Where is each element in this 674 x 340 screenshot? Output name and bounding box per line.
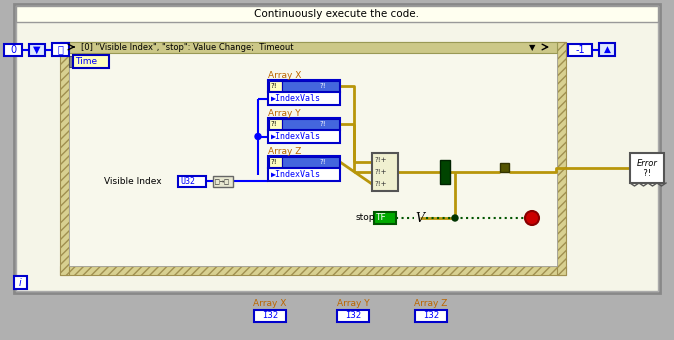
Text: ▶IndexVals: ▶IndexVals (271, 132, 321, 141)
Circle shape (255, 134, 261, 139)
Bar (374, 212, 396, 224)
Text: ?!+: ?!+ (374, 181, 386, 187)
Text: Array Z: Array Z (415, 300, 448, 308)
Text: i: i (19, 277, 22, 288)
Bar (337, 310, 369, 322)
Text: Error: Error (636, 158, 657, 168)
Circle shape (452, 215, 458, 221)
Bar (630, 153, 664, 183)
Text: U32: U32 (180, 177, 195, 186)
Bar (268, 156, 340, 168)
Text: ?!: ?! (270, 83, 276, 89)
Bar (73, 55, 109, 68)
Text: ?!+: ?!+ (374, 157, 386, 163)
Bar (282, 119, 339, 129)
Text: ?!: ?! (270, 121, 276, 127)
Bar (557, 42, 566, 275)
Bar (440, 160, 450, 184)
Bar (16, 6, 658, 291)
Text: ?!: ?! (642, 169, 652, 177)
Text: ?!+: ?!+ (374, 169, 386, 175)
Bar (268, 80, 340, 92)
Bar (60, 42, 69, 275)
Bar (16, 6, 658, 22)
Bar (268, 118, 340, 130)
Bar (282, 81, 339, 91)
Text: ?!: ?! (270, 159, 276, 165)
Bar (29, 44, 45, 56)
Text: Array X: Array X (253, 300, 286, 308)
Bar (52, 43, 69, 56)
Bar (268, 92, 340, 105)
Text: Array Y: Array Y (337, 300, 369, 308)
Text: 0: 0 (10, 45, 16, 55)
Bar (269, 119, 282, 129)
Text: stop: stop (356, 212, 375, 221)
Text: ▲: ▲ (603, 45, 611, 54)
Bar (269, 157, 282, 167)
Text: ▶IndexVals: ▶IndexVals (271, 170, 321, 179)
Text: ?!: ?! (319, 121, 326, 127)
Bar (69, 51, 557, 266)
Bar (254, 310, 286, 322)
Text: ⌛: ⌛ (57, 45, 63, 54)
Text: I32: I32 (262, 311, 278, 321)
Text: I32: I32 (345, 311, 361, 321)
Bar (269, 81, 282, 91)
Bar (178, 176, 206, 187)
Text: ▼: ▼ (33, 45, 40, 55)
Text: Array X: Array X (268, 71, 301, 81)
Text: -1: -1 (575, 45, 585, 55)
Text: ▼: ▼ (529, 43, 536, 52)
Bar (213, 176, 233, 187)
Text: Array Y: Array Y (268, 109, 301, 119)
Bar (60, 42, 566, 51)
Bar (4, 44, 22, 56)
Bar (14, 4, 660, 293)
Bar (568, 44, 592, 56)
Text: Continuously execute the code.: Continuously execute the code. (255, 9, 419, 19)
Bar (69, 42, 557, 53)
Text: Time: Time (75, 57, 97, 66)
Bar (14, 276, 27, 289)
Bar (60, 266, 566, 275)
Bar (268, 168, 340, 181)
Bar (599, 43, 615, 56)
Bar (500, 163, 509, 172)
Text: ?!: ?! (319, 83, 326, 89)
Text: ?!: ?! (319, 159, 326, 165)
Circle shape (525, 211, 539, 225)
Text: [0] "Visible Index", "stop": Value Change;  Timeout: [0] "Visible Index", "stop": Value Chang… (81, 43, 293, 52)
Bar (372, 153, 398, 191)
Bar (69, 56, 73, 67)
Text: Array Z: Array Z (268, 148, 301, 156)
Text: I32: I32 (423, 311, 439, 321)
Text: ▶IndexVals: ▶IndexVals (271, 94, 321, 103)
Text: □→□: □→□ (215, 177, 229, 186)
Text: Visible Index: Visible Index (104, 176, 162, 186)
Text: TF: TF (376, 214, 387, 222)
Bar (415, 310, 447, 322)
Text: V: V (415, 211, 425, 224)
Bar (268, 130, 340, 143)
Bar (282, 157, 339, 167)
